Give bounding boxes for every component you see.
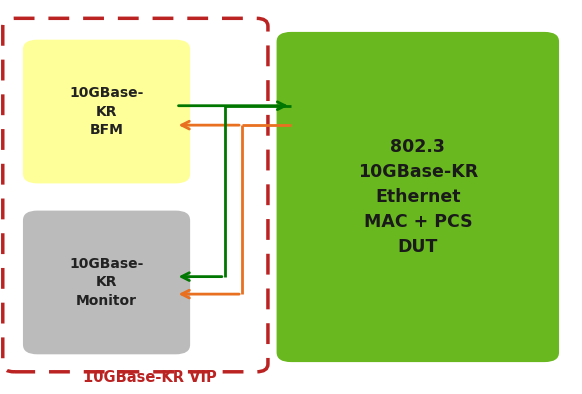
FancyBboxPatch shape [23, 40, 190, 183]
FancyBboxPatch shape [23, 211, 190, 354]
Text: 10GBase-
KR
Monitor: 10GBase- KR Monitor [69, 257, 144, 308]
FancyBboxPatch shape [276, 32, 559, 362]
Text: 10GBase-KR VIP: 10GBase-KR VIP [83, 370, 217, 385]
Text: 802.3
10GBase-KR
Ethernet
MAC + PCS
DUT: 802.3 10GBase-KR Ethernet MAC + PCS DUT [358, 138, 478, 256]
Text: 10GBase-
KR
BFM: 10GBase- KR BFM [69, 86, 144, 137]
